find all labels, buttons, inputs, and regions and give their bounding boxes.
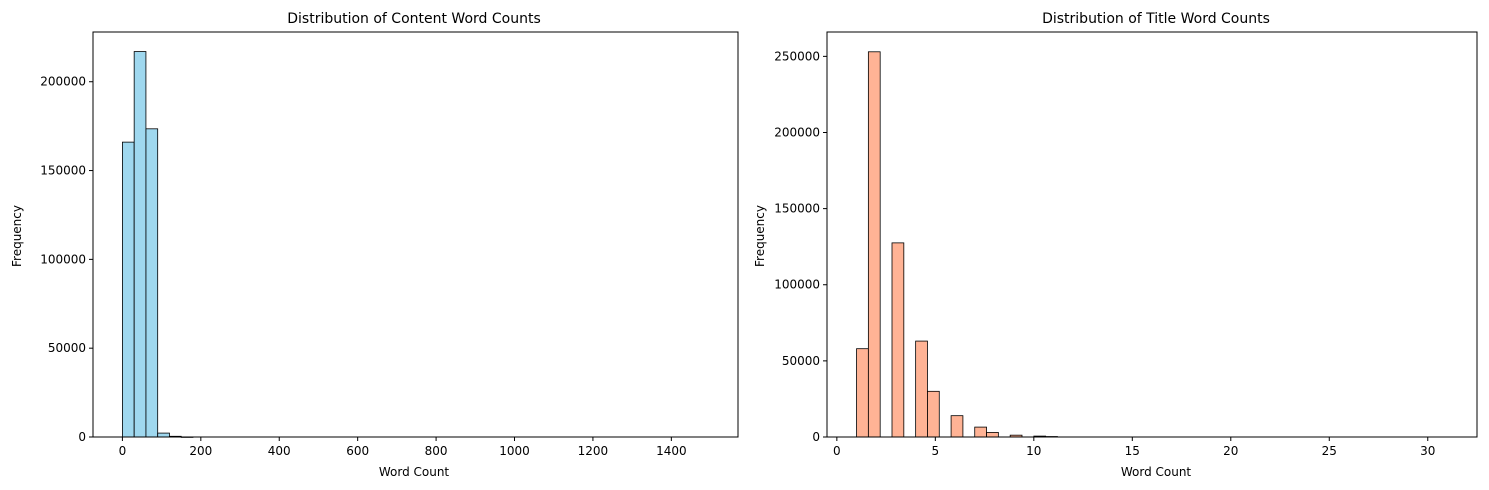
histogram-bar (122, 141, 135, 438)
x-tick-label: 400 (268, 444, 291, 458)
y-tick-label: 150000 (774, 202, 820, 216)
x-tick-label: 5 (932, 444, 940, 458)
y-tick-label: 250000 (774, 49, 820, 63)
histogram-bar (974, 426, 987, 438)
x-axis-label: Word Count (379, 465, 450, 479)
x-tick-label: 30 (1420, 444, 1435, 458)
y-tick-label: 50000 (48, 341, 86, 355)
x-axis-label: Word Count (1121, 465, 1192, 479)
y-tick-label: 0 (78, 430, 86, 444)
y-tick-label: 50000 (782, 354, 820, 368)
y-tick-label: 0 (812, 430, 820, 444)
histogram-bar (133, 51, 147, 438)
axes-frame (92, 31, 739, 438)
x-tick-label: 10 (1026, 444, 1041, 458)
histogram-bar (867, 51, 881, 438)
chart-title: Distribution of Title Word Counts (1042, 11, 1270, 27)
y-tick-label: 100000 (40, 252, 86, 266)
x-tick-label: 0 (833, 444, 841, 458)
x-tick-label: 800 (425, 444, 448, 458)
x-tick-label: 20 (1223, 444, 1238, 458)
title-word-count-histogram: Distribution of Title Word Counts Word C… (753, 11, 1478, 479)
histogram-bar (986, 432, 999, 438)
x-tick-label: 15 (1125, 444, 1140, 458)
histogram-bar (950, 415, 964, 438)
content-word-count-histogram: Distribution of Content Word Counts Word… (10, 11, 739, 479)
x-tick-label: 200 (189, 444, 212, 458)
axes-frame (826, 31, 1478, 438)
y-tick-label: 200000 (774, 125, 820, 139)
x-tick-label: 0 (119, 444, 127, 458)
x-tick-label: 600 (346, 444, 369, 458)
chart-title: Distribution of Content Word Counts (287, 11, 541, 27)
histogram-bar (145, 128, 159, 438)
histogram-bar (927, 390, 940, 438)
y-tick-label: 150000 (40, 164, 86, 178)
y-axis-label: Frequency (753, 205, 767, 267)
x-tick-label: 1200 (578, 444, 609, 458)
y-tick-label: 200000 (40, 75, 86, 89)
histogram-bar (157, 432, 170, 438)
y-tick-label: 100000 (774, 278, 820, 292)
histogram-bar (915, 340, 928, 438)
y-axis-label: Frequency (10, 205, 24, 267)
x-tick-label: 1400 (656, 444, 687, 458)
x-tick-label: 25 (1322, 444, 1337, 458)
histogram-bar (891, 242, 905, 438)
histogram-bar (856, 348, 869, 438)
x-tick-label: 1000 (499, 444, 530, 458)
